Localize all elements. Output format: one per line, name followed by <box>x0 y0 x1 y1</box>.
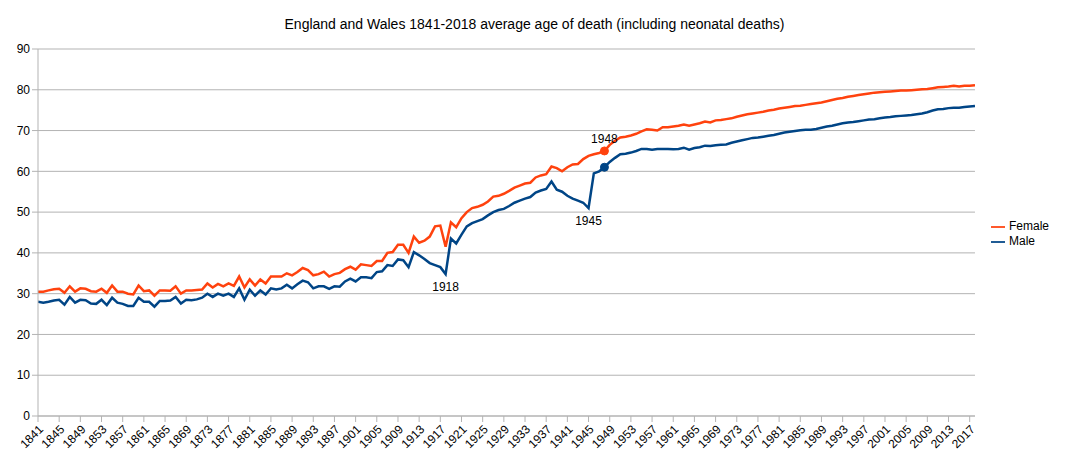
svg-text:1933: 1933 <box>504 422 534 451</box>
svg-text:1853: 1853 <box>80 422 110 451</box>
svg-text:1913: 1913 <box>398 422 428 451</box>
svg-text:1929: 1929 <box>483 422 512 451</box>
svg-text:1981: 1981 <box>758 422 788 451</box>
svg-text:1937: 1937 <box>525 422 555 451</box>
svg-text:2013: 2013 <box>927 422 957 451</box>
html-text:Female: Female <box>1009 219 1049 234</box>
svg-text:1905: 1905 <box>356 422 385 451</box>
svg-text:70: 70 <box>17 124 31 138</box>
html-text:England and Wales 1841-2018 av: England and Wales 1841-2018 average age … <box>284 16 785 32</box>
svg-text:1885: 1885 <box>250 422 280 451</box>
svg-text:1857: 1857 <box>102 422 131 451</box>
svg-text:1869: 1869 <box>165 422 195 451</box>
svg-text:1941: 1941 <box>546 422 576 451</box>
svg-text:10: 10 <box>17 368 31 382</box>
svg-text:1845: 1845 <box>38 422 68 451</box>
svg-text:1957: 1957 <box>631 422 661 451</box>
svg-text:1881: 1881 <box>229 422 258 451</box>
svg-text:1909: 1909 <box>377 422 407 451</box>
svg-text:40: 40 <box>17 246 31 260</box>
svg-text:1925: 1925 <box>462 422 491 451</box>
svg-text:1893: 1893 <box>292 422 322 451</box>
svg-text:1961: 1961 <box>652 422 682 451</box>
svg-text:2005: 2005 <box>885 422 915 451</box>
svg-text:1985: 1985 <box>779 422 809 451</box>
svg-text:2009: 2009 <box>906 422 936 451</box>
svg-text:1897: 1897 <box>313 422 343 451</box>
svg-text:1969: 1969 <box>695 422 724 451</box>
svg-text:1977: 1977 <box>737 422 767 451</box>
svg-text:1901: 1901 <box>335 422 364 451</box>
svg-text:20: 20 <box>17 328 31 342</box>
html-text:Male: Male <box>1009 234 1035 248</box>
svg-text:50: 50 <box>17 205 31 219</box>
svg-text:1841: 1841 <box>17 422 47 451</box>
svg-text:1889: 1889 <box>271 422 301 451</box>
svg-text:1953: 1953 <box>610 422 639 451</box>
svg-text:1921: 1921 <box>440 422 470 451</box>
svg-text:0: 0 <box>23 409 30 423</box>
svg-text:1973: 1973 <box>716 422 745 451</box>
svg-text:1997: 1997 <box>843 422 872 451</box>
svg-text:1877: 1877 <box>207 422 237 451</box>
svg-text:1945: 1945 <box>567 422 597 451</box>
svg-text:1945: 1945 <box>575 214 602 228</box>
svg-text:60: 60 <box>17 165 31 179</box>
svg-text:2017: 2017 <box>949 422 978 451</box>
svg-text:1989: 1989 <box>800 422 830 451</box>
svg-text:1993: 1993 <box>822 422 851 451</box>
svg-text:1949: 1949 <box>589 422 618 451</box>
svg-text:1861: 1861 <box>123 422 152 451</box>
svg-text:1948: 1948 <box>591 132 618 146</box>
svg-text:80: 80 <box>17 83 31 97</box>
svg-text:1917: 1917 <box>419 422 449 451</box>
svg-text:30: 30 <box>17 287 31 301</box>
svg-text:90: 90 <box>17 42 31 56</box>
svg-text:1849: 1849 <box>59 422 89 451</box>
svg-text:1918: 1918 <box>432 280 459 294</box>
svg-text:1965: 1965 <box>673 422 703 451</box>
svg-text:2001: 2001 <box>864 422 894 451</box>
svg-text:1873: 1873 <box>186 422 216 451</box>
svg-text:1865: 1865 <box>144 422 174 451</box>
